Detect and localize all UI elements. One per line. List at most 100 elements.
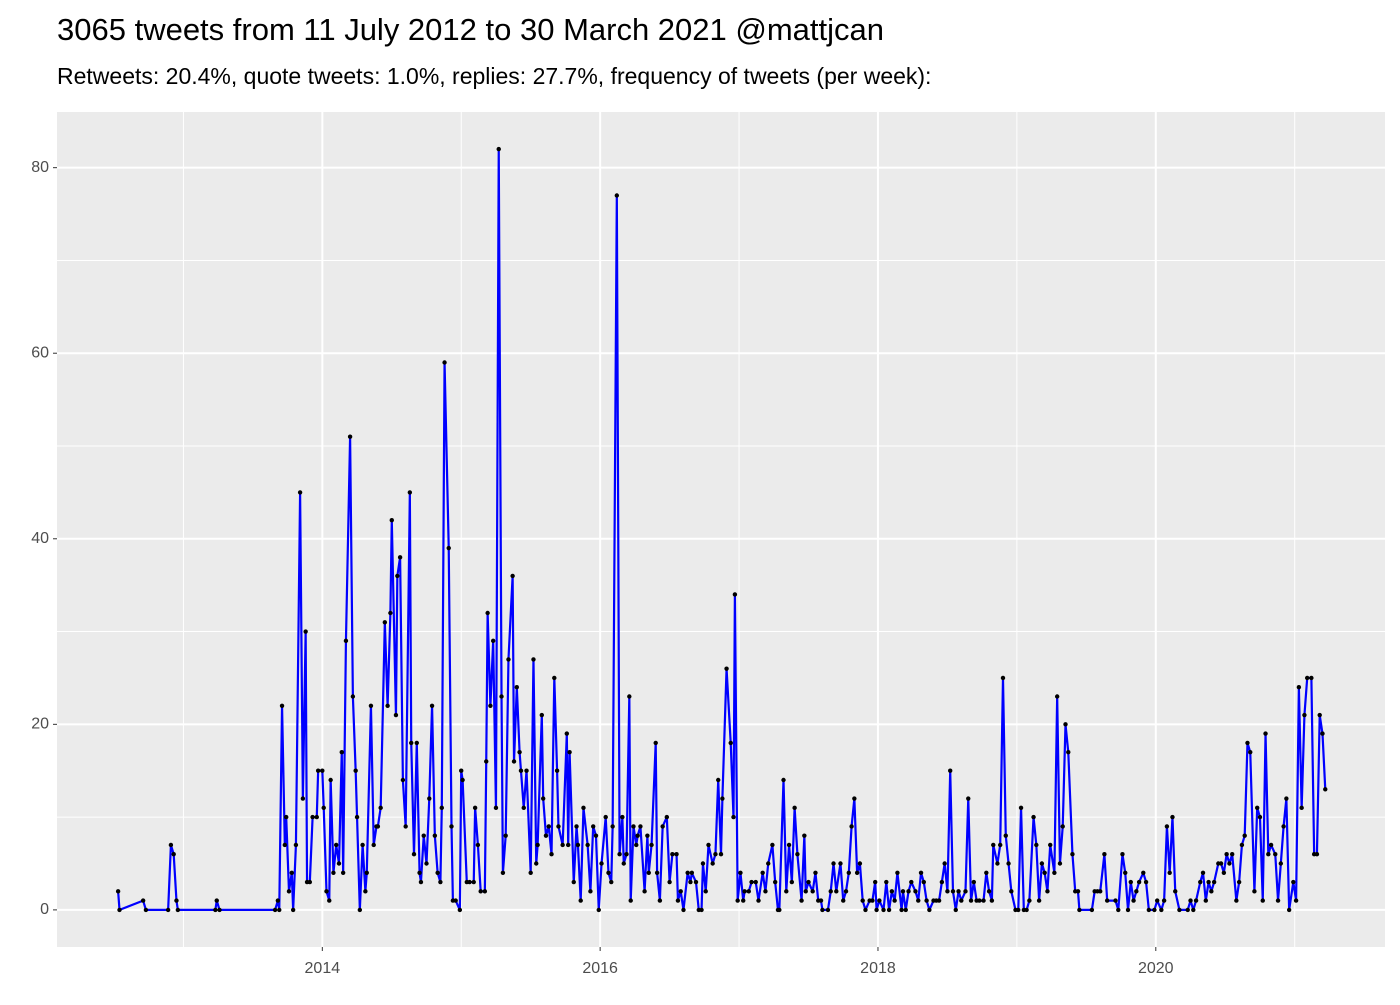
- data-point: [646, 870, 651, 875]
- data-point: [272, 907, 278, 913]
- data-point: [438, 879, 443, 885]
- data-point: [510, 573, 515, 579]
- data-point: [310, 814, 315, 820]
- data-point: [795, 852, 800, 857]
- data-point: [1191, 907, 1196, 913]
- data-point: [414, 740, 419, 746]
- data-point: [1039, 861, 1045, 866]
- data-point: [1131, 898, 1136, 903]
- data-point: [674, 852, 679, 857]
- data-point: [439, 805, 444, 811]
- data-point: [942, 861, 947, 866]
- data-point: [1268, 842, 1274, 848]
- data-point: [321, 805, 326, 811]
- data-point: [496, 146, 501, 152]
- data-point: [945, 889, 950, 894]
- data-point: [984, 870, 989, 875]
- data-point: [506, 657, 511, 662]
- data-point: [289, 870, 294, 875]
- data-point: [799, 898, 804, 903]
- data-point: [560, 842, 565, 848]
- data-point: [681, 907, 686, 913]
- data-point: [354, 814, 360, 820]
- data-point: [634, 842, 639, 848]
- data-point: [488, 703, 493, 708]
- data-point: [539, 712, 545, 718]
- data-point: [1016, 907, 1021, 913]
- data-point: [989, 898, 995, 903]
- data-point: [418, 879, 424, 885]
- data-point: [1281, 824, 1286, 829]
- data-point: [165, 907, 171, 913]
- data-point: [841, 898, 846, 903]
- data-point: [948, 768, 953, 773]
- data-point: [1255, 805, 1260, 811]
- data-point: [1185, 907, 1190, 913]
- data-point: [1009, 889, 1014, 894]
- data-point: [1218, 861, 1224, 866]
- data-point: [803, 889, 808, 894]
- data-point: [689, 870, 695, 875]
- data-point: [429, 703, 435, 708]
- chart-subtitle: Retweets: 20.4%, quote tweets: 1.0%, rep…: [57, 63, 931, 89]
- data-point: [347, 434, 353, 439]
- data-point: [742, 889, 747, 894]
- data-point: [1152, 907, 1157, 913]
- data-point: [503, 833, 508, 838]
- data-point: [315, 768, 321, 773]
- data-point: [543, 833, 549, 838]
- data-point: [340, 870, 346, 875]
- data-point: [467, 879, 472, 885]
- data-point: [1036, 898, 1042, 903]
- data-point: [738, 870, 743, 875]
- data-point: [924, 898, 929, 903]
- data-point: [1164, 824, 1170, 829]
- data-point: [500, 870, 506, 875]
- data-point: [889, 889, 895, 894]
- data-point: [435, 870, 440, 875]
- data-point: [900, 889, 906, 894]
- data-point: [718, 852, 724, 857]
- data-point: [963, 889, 968, 894]
- data-point: [953, 907, 958, 913]
- data-point: [140, 898, 146, 903]
- data-point: [565, 842, 571, 848]
- data-point: [1257, 814, 1263, 820]
- data-point: [603, 814, 608, 820]
- data-point: [753, 879, 758, 885]
- y-tick-label: 40: [31, 530, 49, 547]
- data-point: [918, 870, 924, 875]
- data-point: [834, 889, 839, 894]
- data-point: [1193, 898, 1199, 903]
- data-point: [324, 889, 329, 894]
- data-point: [1031, 814, 1036, 820]
- data-point: [693, 879, 699, 885]
- y-tick-label: 20: [31, 716, 49, 733]
- data-point: [371, 842, 376, 848]
- data-point: [1211, 879, 1217, 885]
- data-point: [1052, 870, 1057, 875]
- data-point: [411, 852, 417, 857]
- data-point: [1077, 907, 1082, 913]
- data-point: [1293, 898, 1299, 903]
- data-point: [400, 777, 406, 783]
- data-point: [364, 870, 369, 875]
- data-point: [860, 898, 865, 903]
- data-point: [606, 870, 611, 875]
- data-point: [852, 796, 857, 801]
- data-point: [143, 907, 149, 913]
- data-point: [421, 833, 426, 838]
- data-point: [535, 842, 540, 848]
- data-point: [382, 620, 388, 625]
- data-point: [667, 879, 672, 885]
- data-point: [1054, 694, 1060, 699]
- data-point: [1198, 879, 1203, 885]
- data-point: [784, 889, 789, 894]
- data-point: [427, 796, 432, 801]
- data-point: [1227, 861, 1232, 866]
- data-point: [339, 749, 344, 755]
- data-point: [700, 861, 706, 866]
- data-point: [1323, 787, 1328, 792]
- data-point: [735, 898, 740, 903]
